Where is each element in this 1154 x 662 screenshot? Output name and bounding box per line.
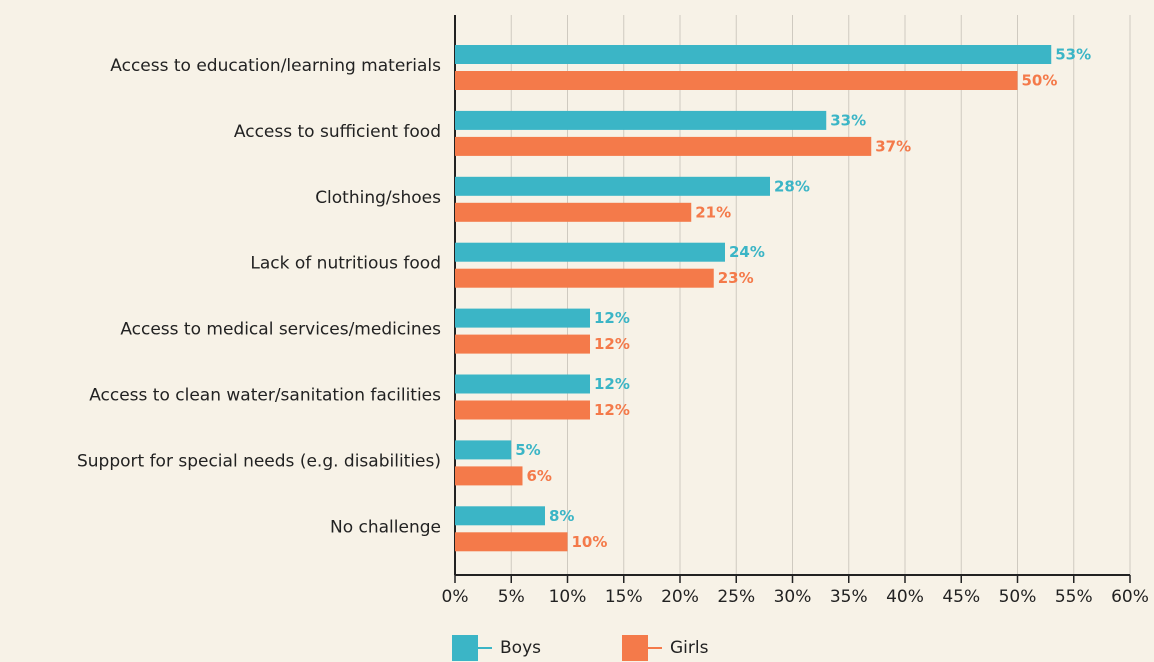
value-label: 12% xyxy=(594,335,630,353)
x-tick-label: 5% xyxy=(498,587,525,607)
value-label: 10% xyxy=(572,533,608,551)
bar xyxy=(455,334,590,354)
x-tick-label: 60% xyxy=(1111,587,1149,607)
x-tick-label: 35% xyxy=(830,587,868,607)
x-tick-label: 55% xyxy=(1055,587,1093,607)
y-tick-label: Lack of nutritious food xyxy=(250,254,441,274)
bar xyxy=(455,176,770,196)
x-tick-label: 40% xyxy=(886,587,924,607)
bar xyxy=(455,506,545,526)
value-label: 33% xyxy=(830,111,866,129)
bar xyxy=(455,71,1018,90)
legend-swatch xyxy=(452,635,478,661)
bar xyxy=(455,532,568,552)
bar xyxy=(455,400,590,420)
y-tick-label: Support for special needs (e.g. disabili… xyxy=(77,451,441,471)
value-label: 12% xyxy=(594,401,630,419)
bar xyxy=(455,136,872,156)
value-label: 24% xyxy=(729,243,765,261)
value-label: 12% xyxy=(594,309,630,327)
y-tick-label: Access to sufficient food xyxy=(234,122,441,142)
x-tick-label: 45% xyxy=(942,587,980,607)
value-label: 37% xyxy=(875,137,911,155)
bar xyxy=(455,45,1052,64)
bar xyxy=(455,374,590,394)
y-tick-label: Access to education/learning materials xyxy=(110,56,441,76)
bar xyxy=(455,202,692,222)
value-label: 28% xyxy=(774,177,810,195)
legend-label: Girls xyxy=(670,638,709,658)
x-tick-label: 15% xyxy=(605,587,643,607)
y-tick-label: Clothing/shoes xyxy=(315,188,441,208)
value-label: 5% xyxy=(515,441,540,459)
x-tick-label: 10% xyxy=(549,587,587,607)
bar xyxy=(455,440,512,460)
x-tick-label: 20% xyxy=(661,587,699,607)
value-label: 12% xyxy=(594,375,630,393)
bar xyxy=(455,242,725,262)
x-tick-label: 0% xyxy=(442,587,469,607)
value-label: 21% xyxy=(695,203,731,221)
x-tick-label: 50% xyxy=(999,587,1037,607)
x-tick-label: 30% xyxy=(774,587,812,607)
x-tick-label: 25% xyxy=(717,587,755,607)
y-tick-label: Access to medical services/medicines xyxy=(120,320,441,340)
value-label: 6% xyxy=(527,467,552,485)
legend-label: Boys xyxy=(500,638,541,658)
bar xyxy=(455,466,523,486)
bar xyxy=(455,308,590,328)
value-label: 8% xyxy=(549,507,574,525)
value-label: 23% xyxy=(718,269,754,287)
value-label: 50% xyxy=(1022,72,1058,90)
legend-swatch xyxy=(622,635,648,661)
y-tick-label: No challenge xyxy=(330,517,441,537)
y-tick-label: Access to clean water/sanitation facilit… xyxy=(89,385,441,405)
bar xyxy=(455,268,714,288)
value-label: 53% xyxy=(1055,46,1091,64)
bar xyxy=(455,110,827,130)
